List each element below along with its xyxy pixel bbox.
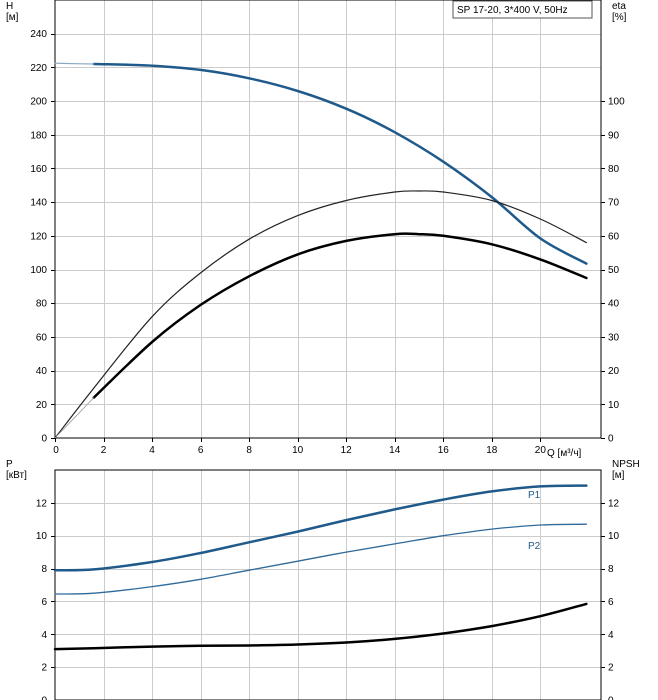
top-y-tick-label: 140 <box>30 198 47 209</box>
top-y-tick-label: 220 <box>30 63 47 74</box>
bottom-y-tick-label: 2 <box>41 663 47 674</box>
bottom-y2-tick-label: 12 <box>608 498 620 509</box>
top-y2-tick-label: 10 <box>608 400 620 411</box>
bottom-p2-curve <box>54 523 588 595</box>
bottom-y-tick-label: 8 <box>41 564 47 575</box>
h-axis-label: H [м] <box>6 1 19 23</box>
top-grid <box>55 0 601 438</box>
x-tick-label: 2 <box>101 445 107 456</box>
top-panel: 0204060801001201401601802002202400102030… <box>6 0 627 459</box>
x-tick-label: 20 <box>535 445 547 456</box>
bottom-npsh-curve <box>53 602 588 651</box>
q-axis-label: Q [м³/ч] <box>547 448 582 459</box>
chart-title: SP 17-20, 3*400 V, 50Hz <box>457 5 568 16</box>
top-h-curve <box>92 62 588 265</box>
x-tick-label: 10 <box>292 445 304 456</box>
top-y-tick-label: 20 <box>36 400 48 411</box>
bottom-series <box>53 484 588 651</box>
top-y2-tick-label: 50 <box>608 265 620 276</box>
bottom-y2-tick-label: 2 <box>608 663 614 674</box>
p-axis-label: P [кВт] <box>6 459 27 481</box>
npsh-axis-label: NPSH [м] <box>612 459 640 481</box>
bottom-y-tick-label: 0 <box>41 696 47 700</box>
p1-series-label: P1 <box>528 490 541 501</box>
top-y-tick-label: 160 <box>30 164 47 175</box>
top-y-tick-label: 240 <box>30 29 47 40</box>
bottom-p1-curve <box>53 484 588 572</box>
bottom-y-tick-label: 6 <box>41 597 47 608</box>
top-eta-curve <box>54 190 587 439</box>
top-series <box>54 62 588 439</box>
eta-axis-label: eta [%] <box>612 1 627 23</box>
x-tick-label: 8 <box>246 445 252 456</box>
bottom-y-tick-label: 4 <box>41 630 47 641</box>
top-y-tick-label: 40 <box>36 366 48 377</box>
chart-title-box <box>452 0 593 19</box>
bottom-grid <box>55 470 601 700</box>
bottom-y2-tick-label: 4 <box>608 630 614 641</box>
top-y2-tick-label: 80 <box>608 164 620 175</box>
top-y2-tick-label: 20 <box>608 366 620 377</box>
x-tick-label: 18 <box>486 445 498 456</box>
bottom-plot-frame <box>54 469 602 700</box>
x-tick-label: 6 <box>198 445 204 456</box>
top-y-tick-label: 100 <box>30 265 47 276</box>
bottom-y2-tick-label: 10 <box>608 531 620 542</box>
top-h-extension-curve <box>54 62 95 65</box>
x-tick-label: 0 <box>53 445 59 456</box>
x-tick-label: 4 <box>149 445 155 456</box>
top-y2-tick-label: 100 <box>608 97 625 108</box>
top-y-tick-label: 200 <box>30 97 47 108</box>
top-y-tick-label: 180 <box>30 130 47 141</box>
top-y2-tick-label: 70 <box>608 198 620 209</box>
x-tick-label: 14 <box>389 445 401 456</box>
x-tick-label: 16 <box>438 445 450 456</box>
top-y2-tick-label: 30 <box>608 332 620 343</box>
top-y-tick-label: 60 <box>36 332 48 343</box>
bottom-y-tick-label: 10 <box>36 531 48 542</box>
top-y2-tick-label: 0 <box>608 434 614 445</box>
top-y2-tick-label: 40 <box>608 299 620 310</box>
bottom-y2-tick-label: 6 <box>608 597 614 608</box>
bottom-y2-tick-label: 8 <box>608 564 614 575</box>
top-y-tick-label: 120 <box>30 231 47 242</box>
x-tick-label: 12 <box>341 445 353 456</box>
top-eta-extension-curve <box>54 397 95 439</box>
bottom-y-tick-label: 12 <box>36 498 48 509</box>
top-plot-frame <box>54 0 602 439</box>
top-eta-pump-curve <box>92 232 588 399</box>
bottom-panel: 0 2 4 6 8 10 12 0 2 4 6 8 10 12 P[кВт] NPSH[м] P1 P2 <box>6 459 640 700</box>
top-y2-tick-label: 60 <box>608 231 620 242</box>
p2-series-label: P2 <box>528 541 541 552</box>
top-y2-tick-label: 90 <box>608 130 620 141</box>
bottom-y2-tick-label: 0 <box>608 696 614 700</box>
top-y-tick-label: 80 <box>36 299 48 310</box>
top-y-tick-label: 0 <box>41 434 47 445</box>
top-ticks: 0204060801001201401601802002202400102030… <box>30 29 625 456</box>
bottom-ticks: 0 2 4 6 8 10 12 0 2 4 6 8 10 12 <box>36 498 620 700</box>
